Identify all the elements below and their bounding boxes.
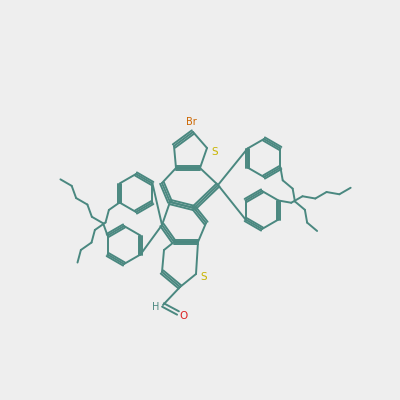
Text: O: O [180,311,188,321]
Text: H: H [152,302,160,312]
Text: S: S [201,272,207,282]
Text: S: S [212,147,218,157]
Text: Br: Br [186,117,196,127]
